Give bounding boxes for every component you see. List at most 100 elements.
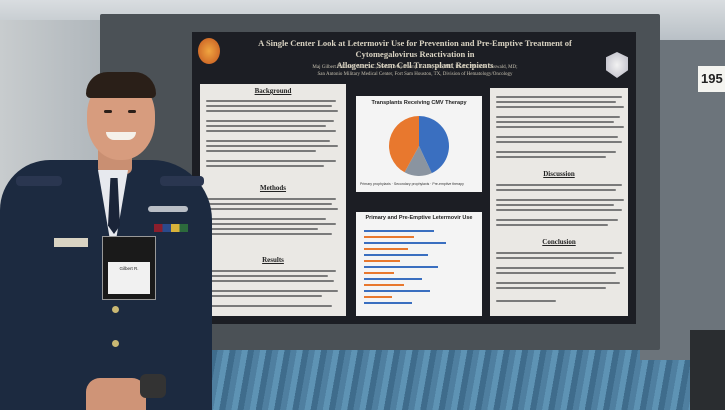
- text-line: [496, 141, 622, 143]
- text-line: [206, 105, 332, 107]
- chart-bar: [364, 242, 446, 244]
- hair: [86, 72, 156, 98]
- badge-name: Gilbert R.: [119, 266, 139, 271]
- uniform-nametag: [54, 238, 88, 247]
- text-line: [206, 130, 336, 132]
- pie-chart-panel: Transplants Receiving CMV Therapy Primar…: [356, 96, 482, 192]
- text-line: [496, 121, 614, 123]
- legend-entry-preemptive: Pre-emptive therapy: [432, 182, 464, 186]
- badge-card: [108, 262, 150, 294]
- wristwatch: [140, 374, 166, 398]
- text-line: [206, 100, 336, 102]
- necktie: [108, 178, 120, 234]
- institution-logo-right: [606, 52, 628, 78]
- text-line: [206, 140, 330, 142]
- chart-bar: [364, 302, 412, 304]
- chart-bar: [364, 266, 438, 268]
- text-line: [496, 156, 606, 158]
- chart-bar: [364, 230, 434, 232]
- pie-slice-secondary-prophylaxis: [404, 146, 432, 176]
- text-line: [496, 189, 616, 191]
- text-line: [496, 116, 620, 118]
- text-line: [206, 165, 324, 167]
- text-line: [206, 203, 332, 205]
- text-line: [206, 110, 338, 112]
- pie-slice-primary-prophylaxis: [419, 116, 449, 174]
- text-line: [496, 101, 616, 103]
- section-heading-results: Results: [262, 256, 284, 264]
- ribbon-rack: [154, 224, 188, 232]
- jacket-button: [112, 340, 119, 347]
- text-line: [496, 257, 614, 259]
- text-line: [206, 270, 336, 272]
- text-line: [496, 282, 620, 284]
- bar-chart-title: Primary and Pre-Emptive Letermovir Use: [365, 215, 473, 221]
- epaulette-right: [160, 176, 204, 186]
- text-line: [496, 96, 622, 98]
- text-line: [206, 295, 322, 297]
- poster-column-right: Discussion Conclusion: [490, 88, 628, 316]
- text-line: [206, 160, 336, 162]
- poster-title-line1: A Single Center Look at Letermovir Use f…: [258, 38, 572, 59]
- legend-entry-secondary: Secondary prophylaxis: [393, 182, 430, 186]
- pie-slice-pre-emptive-therapy: [389, 116, 419, 173]
- text-line: [496, 199, 624, 201]
- text-line: [496, 126, 624, 128]
- booth-number-sign: 195: [698, 66, 725, 92]
- text-line: [496, 252, 622, 254]
- text-line: [206, 305, 332, 307]
- section-heading-discussion: Discussion: [543, 170, 575, 178]
- pie-legend: Primary prophylaxis · Secondary prophyla…: [360, 182, 464, 186]
- bar-chart-panel: Primary and Pre-Emptive Letermovir Use: [356, 212, 482, 316]
- text-line: [206, 223, 336, 225]
- text-line: [206, 275, 328, 277]
- text-line: [496, 209, 622, 211]
- section-heading-conclusion: Conclusion: [542, 238, 576, 246]
- hand: [86, 378, 146, 410]
- poster-authors: Maj Gilbert P. Krutin, MD, MC, USAF; Maj…: [230, 64, 600, 78]
- text-line: [496, 106, 624, 108]
- text-line: [496, 184, 622, 186]
- text-line: [496, 267, 624, 269]
- author-list: Maj Gilbert P. Krutin, MD, MC, USAF; Maj…: [312, 65, 518, 70]
- chart-bar: [364, 248, 408, 250]
- text-line: [496, 136, 618, 138]
- text-line: [206, 218, 326, 220]
- chart-bar: [364, 284, 404, 286]
- smile: [106, 132, 136, 140]
- affiliation: San Antonio Military Medical Center, For…: [317, 72, 513, 77]
- easel-leg: [690, 330, 725, 410]
- text-line: [496, 151, 616, 153]
- chart-bar: [364, 260, 400, 262]
- chart-bar: [364, 290, 430, 292]
- chart-bar: [364, 272, 394, 274]
- text-line: [496, 287, 606, 289]
- poster-column-left: Background Methods Results: [200, 84, 346, 316]
- chart-bar: [364, 278, 422, 280]
- eye-left: [104, 110, 112, 113]
- text-line: [206, 208, 338, 210]
- text-line: [206, 233, 332, 235]
- text-line: [206, 125, 326, 127]
- section-heading-background: Background: [254, 87, 292, 95]
- text-line: [206, 198, 336, 200]
- eye-right: [128, 110, 136, 113]
- chart-bar: [364, 296, 392, 298]
- text-line: [206, 120, 334, 122]
- chart-bar: [364, 236, 414, 238]
- section-heading-methods: Methods: [259, 184, 287, 192]
- epaulette-left: [16, 176, 62, 186]
- chart-bar: [364, 254, 428, 256]
- jacket-button: [112, 306, 119, 313]
- text-line: [206, 280, 334, 282]
- text-line: [206, 150, 316, 152]
- pie-chart: [389, 116, 449, 176]
- legend-entry-primary: Primary prophylaxis: [360, 182, 391, 186]
- aviator-wings-pin: [148, 206, 188, 212]
- poster-title: A Single Center Look at Letermovir Use f…: [230, 38, 600, 71]
- pie-chart-title: Transplants Receiving CMV Therapy: [371, 100, 467, 106]
- text-line: [206, 145, 338, 147]
- poster-title-line2: Allogeneic Stem Cell Transplant Recipien…: [336, 60, 494, 70]
- text-line: [496, 204, 614, 206]
- text-line: [496, 224, 608, 226]
